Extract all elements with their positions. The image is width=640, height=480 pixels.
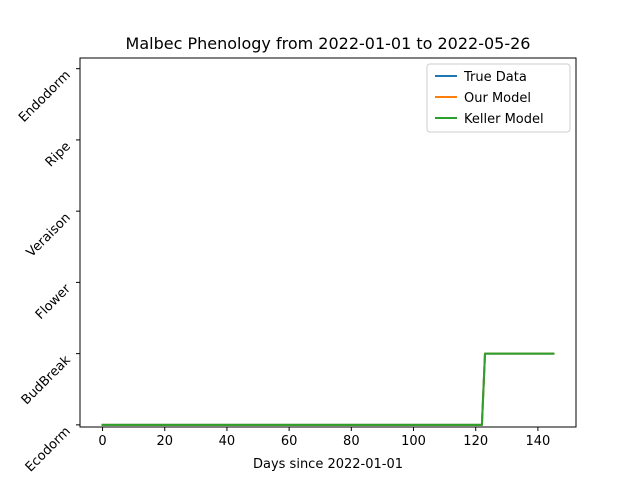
- x-tick-label: 100: [401, 434, 426, 449]
- legend-box: [426, 63, 571, 133]
- legend-label-2: Keller Model: [464, 112, 544, 127]
- legend-label-1: Our Model: [464, 91, 531, 106]
- x-tick-label: 20: [156, 434, 173, 449]
- series-line-2: [101, 352, 555, 426]
- chart-title: Malbec Phenology from 2022-01-01 to 2022…: [126, 34, 531, 53]
- x-tick-label: 140: [525, 434, 550, 449]
- x-tick-label: 80: [343, 434, 360, 449]
- x-axis-label: Days since 2022-01-01: [253, 457, 403, 472]
- legend: True Data Our Model Keller Model: [426, 63, 571, 133]
- x-tick-label: 40: [219, 434, 236, 449]
- x-tick-label: 0: [98, 434, 106, 449]
- plot-frame: [79, 57, 577, 428]
- legend-label-0: True Data: [463, 70, 527, 85]
- x-tick-label: 120: [463, 434, 488, 449]
- plot-area: [101, 352, 555, 426]
- x-tick-label: 60: [281, 434, 298, 449]
